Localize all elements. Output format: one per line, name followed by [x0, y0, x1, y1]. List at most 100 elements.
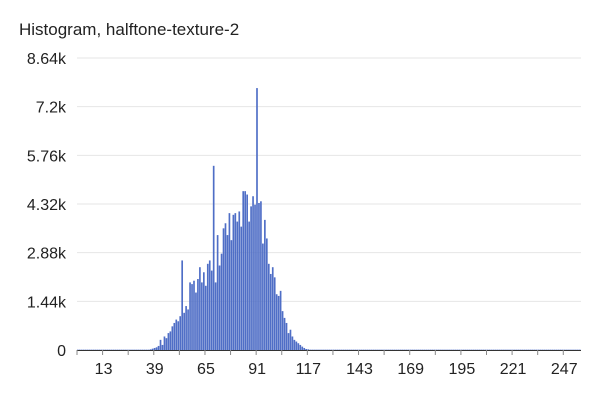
histogram-bar: [242, 191, 245, 350]
histogram-bar: [161, 344, 164, 350]
y-tick-label: 1.44k: [27, 294, 67, 311]
histogram-bar: [165, 338, 168, 350]
histogram-bar: [151, 348, 154, 350]
histogram-bar: [175, 319, 178, 350]
histogram-bar: [254, 204, 256, 350]
x-tick-label: 91: [248, 361, 266, 378]
histogram-bar: [297, 343, 300, 350]
histogram-bar: [275, 294, 278, 350]
histogram-bar: [287, 333, 290, 350]
histogram-bar: [224, 223, 227, 350]
histogram-bar: [295, 341, 298, 350]
histogram-bars: [77, 88, 581, 351]
histogram-bar: [220, 253, 223, 350]
y-axis-ticks: 8.64k 7.2k 5.76k 4.32k 2.88k 1.44k 0: [27, 51, 67, 360]
y-tick-label: 5.76k: [27, 148, 67, 165]
x-tick-label: 169: [397, 361, 424, 378]
histogram-bar: [177, 321, 180, 350]
histogram-bar: [260, 201, 262, 350]
histogram-bar: [279, 290, 282, 350]
histogram-bar: [222, 228, 225, 350]
histogram-bar: [208, 260, 211, 350]
y-tick-label: 8.64k: [27, 51, 67, 68]
histogram-bar: [149, 349, 152, 350]
histogram-bar: [167, 333, 170, 350]
histogram-bar: [183, 312, 185, 350]
histogram-bar: [246, 194, 248, 350]
y-tick-label: 0: [57, 343, 66, 360]
histogram-bar: [269, 273, 272, 350]
histogram-bar: [218, 265, 221, 350]
histogram-bar: [273, 277, 276, 350]
y-tick-label: 4.32k: [27, 197, 67, 214]
histogram-bar: [187, 309, 189, 350]
histogram-bar: [203, 272, 205, 350]
histogram-bar: [244, 191, 247, 350]
histogram-bar: [185, 306, 187, 350]
histogram-bar: [155, 347, 158, 350]
histogram-bar: [159, 339, 162, 350]
histogram-bar: [285, 322, 288, 350]
histogram-bar: [240, 226, 243, 350]
histogram-bar: [267, 263, 270, 350]
histogram-bar: [181, 260, 184, 350]
x-tick-label: 39: [146, 361, 164, 378]
histogram-bar: [301, 346, 304, 350]
histogram-bar: [191, 284, 193, 350]
histogram-bar: [204, 285, 207, 350]
histogram-bar: [307, 349, 310, 350]
histogram-bar: [163, 336, 166, 350]
histogram-bar: [193, 280, 195, 350]
histogram-bar: [234, 213, 237, 351]
histogram-bar: [305, 348, 308, 350]
histogram-bar: [236, 221, 239, 350]
histogram-bar: [216, 235, 219, 350]
grid-lines: [77, 57, 581, 302]
histogram-bar: [153, 347, 156, 350]
y-tick-label: 2.88k: [27, 246, 67, 263]
histogram-bar: [228, 213, 231, 351]
histogram-bar: [266, 238, 268, 350]
x-tick-label: 195: [449, 361, 476, 378]
x-tick-label: 247: [551, 361, 578, 378]
x-tick-label: 221: [500, 361, 527, 378]
histogram-bar: [195, 292, 197, 350]
histogram-bar: [201, 282, 203, 350]
histogram-bar: [214, 282, 217, 350]
histogram-bar: [199, 267, 201, 350]
histogram-bar: [283, 317, 286, 350]
histogram-bar: [232, 214, 235, 350]
x-tick-label: 117: [296, 361, 322, 378]
histogram-bar: [212, 165, 215, 350]
histogram-bar: [258, 202, 260, 350]
histogram-bar: [293, 339, 296, 350]
histogram-bar: [169, 331, 172, 350]
histogram-bar: [157, 345, 160, 350]
histogram-bar: [262, 243, 264, 350]
histogram-bar: [226, 235, 229, 350]
histogram-bar: [289, 329, 292, 350]
histogram-bar: [189, 282, 191, 350]
histogram-bar: [291, 336, 294, 350]
x-tick-label: 143: [346, 361, 373, 378]
chart-title: Histogram, halftone-texture-2: [19, 20, 240, 39]
y-tick-label: 7.2k: [36, 100, 67, 117]
histogram-bar: [210, 270, 213, 350]
histogram-bar: [281, 311, 284, 350]
histogram-bar: [277, 295, 280, 350]
histogram-bar: [299, 344, 302, 350]
histogram-bar: [197, 279, 199, 350]
histogram-bar: [264, 219, 266, 350]
histogram-bar: [248, 221, 250, 350]
histogram-bar: [250, 206, 252, 350]
x-axis-ticks: 13 39 65 91 117 143 169 195 221 247: [76, 350, 578, 378]
histogram-bar: [256, 88, 258, 350]
histogram-bar: [171, 326, 174, 350]
x-tick-label: 65: [197, 361, 215, 378]
histogram-bar: [238, 211, 241, 350]
histogram-bar: [230, 240, 233, 350]
histogram-bar: [271, 267, 274, 350]
histogram-bar: [179, 316, 182, 350]
histogram-bar: [252, 196, 254, 350]
